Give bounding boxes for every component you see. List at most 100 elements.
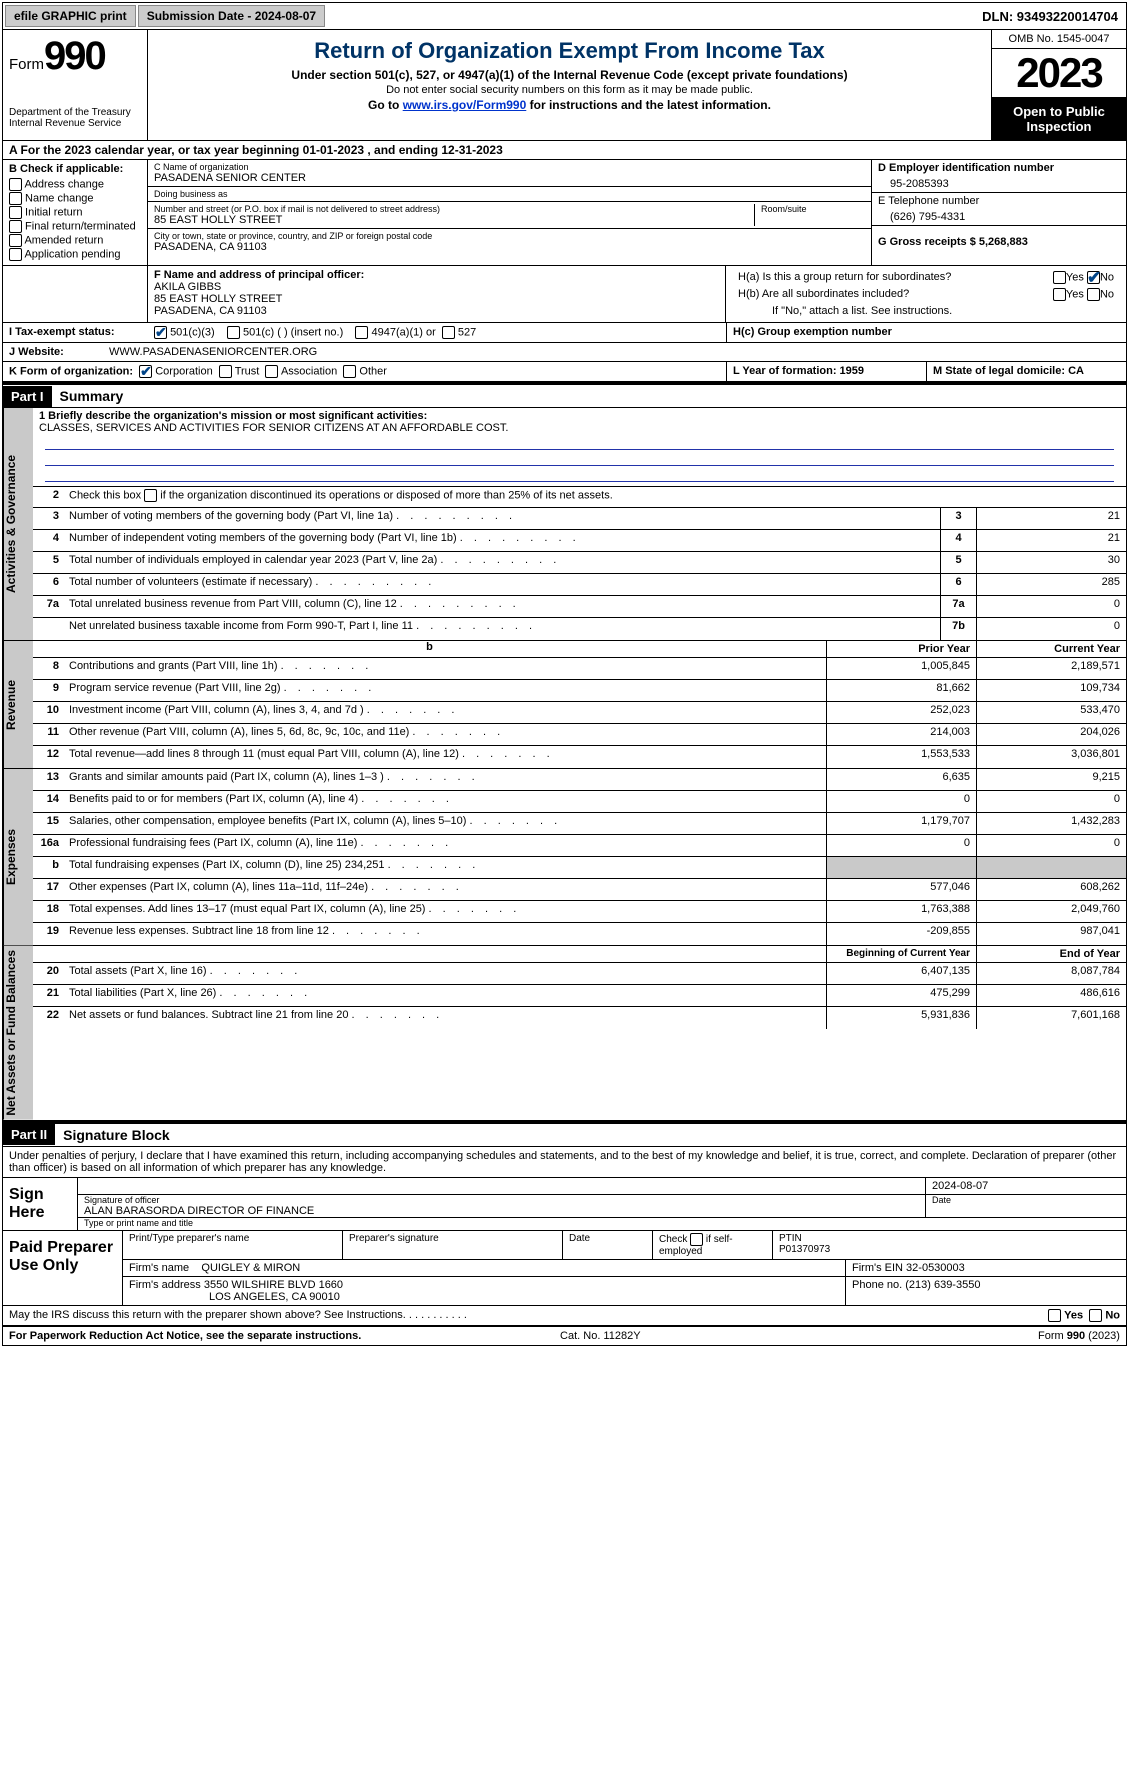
summary-line: 8Contributions and grants (Part VIII, li… bbox=[33, 658, 1126, 680]
efile-print-button[interactable]: efile GRAPHIC print bbox=[5, 5, 136, 27]
line-text: Net assets or fund balances. Subtract li… bbox=[65, 1007, 826, 1029]
dln-label: DLN: 93493220014704 bbox=[974, 6, 1126, 27]
irs-form990-link[interactable]: www.irs.gov/Form990 bbox=[403, 98, 527, 112]
summary-line: 19Revenue less expenses. Subtract line 1… bbox=[33, 923, 1126, 945]
netassets-section: Net Assets or Fund Balances Beginning of… bbox=[3, 946, 1126, 1122]
form-header: Form990 Department of the Treasury Inter… bbox=[3, 30, 1126, 141]
ha-yes-checkbox[interactable] bbox=[1053, 271, 1066, 284]
discuss-yes-checkbox[interactable] bbox=[1048, 1309, 1061, 1322]
line-num: 19 bbox=[33, 923, 65, 945]
line-num: 22 bbox=[33, 1007, 65, 1029]
discuss-yes: Yes bbox=[1064, 1309, 1083, 1321]
corp-checkbox[interactable] bbox=[139, 365, 152, 378]
city-value: PASADENA, CA 91103 bbox=[154, 241, 865, 253]
line-num: 8 bbox=[33, 658, 65, 679]
org-name: PASADENA SENIOR CENTER bbox=[154, 172, 865, 184]
officer-addr2: PASADENA, CA 91103 bbox=[154, 305, 719, 317]
prior-value: 1,553,533 bbox=[826, 746, 976, 768]
box-b-checkbox[interactable] bbox=[9, 192, 22, 205]
box-b-checkbox[interactable] bbox=[9, 206, 22, 219]
prior-value: 577,046 bbox=[826, 879, 976, 900]
box-b-checkbox[interactable] bbox=[9, 234, 22, 247]
line-num: 17 bbox=[33, 879, 65, 900]
527-checkbox[interactable] bbox=[442, 326, 455, 339]
summary-line: bTotal fundraising expenses (Part IX, co… bbox=[33, 857, 1126, 879]
revenue-tab: Revenue bbox=[3, 641, 33, 768]
box-b-checkbox[interactable] bbox=[9, 220, 22, 233]
box-b-item: Address change bbox=[9, 178, 141, 191]
trust-checkbox[interactable] bbox=[219, 365, 232, 378]
k-l-m-row: K Form of organization: Corporation Trus… bbox=[3, 362, 1126, 383]
date-label: Date bbox=[926, 1195, 1126, 1217]
line-num: 20 bbox=[33, 963, 65, 984]
line2-num: 2 bbox=[33, 487, 65, 507]
website-label: J Website: bbox=[3, 343, 103, 361]
line-text: Total expenses. Add lines 13–17 (must eq… bbox=[65, 901, 826, 922]
cat-no: Cat. No. 11282Y bbox=[560, 1330, 641, 1342]
box-k-label: K Form of organization: bbox=[9, 365, 133, 377]
prior-value: 81,662 bbox=[826, 680, 976, 701]
hb-no-checkbox[interactable] bbox=[1087, 288, 1100, 301]
tax-year: 2023 bbox=[992, 49, 1126, 98]
line-num: 5 bbox=[33, 552, 65, 573]
line-num: 13 bbox=[33, 769, 65, 790]
box-b-checkbox[interactable] bbox=[9, 248, 22, 261]
line-text: Revenue less expenses. Subtract line 18 … bbox=[65, 923, 826, 945]
trust-label: Trust bbox=[235, 365, 260, 377]
summary-line: Net unrelated business taxable income fr… bbox=[33, 618, 1126, 640]
firm-phone: (213) 639-3550 bbox=[905, 1279, 980, 1291]
4947-checkbox[interactable] bbox=[355, 326, 368, 339]
discuss-no-checkbox[interactable] bbox=[1089, 1309, 1102, 1322]
line-text: Salaries, other compensation, employee b… bbox=[65, 813, 826, 834]
officer-label: F Name and address of principal officer: bbox=[154, 269, 719, 281]
corp-label: Corporation bbox=[155, 365, 212, 377]
assoc-checkbox[interactable] bbox=[265, 365, 278, 378]
4947-label: 4947(a)(1) or bbox=[372, 326, 436, 338]
current-value bbox=[976, 857, 1126, 878]
501c3-checkbox[interactable] bbox=[154, 326, 167, 339]
current-value: 486,616 bbox=[976, 985, 1126, 1006]
city-label: City or town, state or province, country… bbox=[154, 231, 865, 241]
line-num: 11 bbox=[33, 724, 65, 745]
row-a-tax-year: A For the 2023 calendar year, or tax yea… bbox=[3, 141, 1126, 160]
page-footer: For Paperwork Reduction Act Notice, see … bbox=[3, 1327, 1126, 1345]
line-num: 16a bbox=[33, 835, 65, 856]
assoc-label: Association bbox=[281, 365, 337, 377]
part2-num: Part II bbox=[3, 1124, 55, 1145]
line-text: Number of voting members of the governin… bbox=[65, 508, 940, 529]
part2-title: Signature Block bbox=[55, 1124, 178, 1146]
501c-label: 501(c) ( ) (insert no.) bbox=[243, 326, 343, 338]
top-toolbar: efile GRAPHIC print Submission Date - 20… bbox=[3, 3, 1126, 30]
submission-date-label: Submission Date - 2024-08-07 bbox=[138, 5, 325, 27]
line2-checkbox[interactable] bbox=[144, 489, 157, 502]
part1-header: Part I Summary bbox=[3, 383, 1126, 408]
ha-no-checkbox[interactable] bbox=[1087, 271, 1100, 284]
other-checkbox[interactable] bbox=[343, 365, 356, 378]
current-value: 2,049,760 bbox=[976, 901, 1126, 922]
current-value: 8,087,784 bbox=[976, 963, 1126, 984]
expenses-section: Expenses 13Grants and similar amounts pa… bbox=[3, 769, 1126, 946]
box-b-checkbox[interactable] bbox=[9, 178, 22, 191]
501c-checkbox[interactable] bbox=[227, 326, 240, 339]
line-num: 21 bbox=[33, 985, 65, 1006]
self-employed-checkbox[interactable] bbox=[690, 1233, 703, 1246]
line-value: 30 bbox=[976, 552, 1126, 573]
end-year-hdr: End of Year bbox=[976, 946, 1126, 962]
line2-text: Check this box Check this box if the org… bbox=[65, 487, 1126, 507]
line-box: 4 bbox=[940, 530, 976, 551]
part1-title: Summary bbox=[52, 385, 132, 407]
ptin-value: P01370973 bbox=[779, 1244, 830, 1255]
line-num: 10 bbox=[33, 702, 65, 723]
right-info-block: D Employer identification number 95-2085… bbox=[871, 160, 1126, 265]
part1-num: Part I bbox=[3, 386, 52, 407]
website-value: WWW.PASADENASENIORCENTER.ORG bbox=[103, 343, 1126, 361]
no-label: No bbox=[1100, 271, 1114, 283]
mission-text: CLASSES, SERVICES AND ACTIVITIES FOR SEN… bbox=[39, 422, 1120, 434]
mission-line-3 bbox=[45, 468, 1114, 482]
year-formation: L Year of formation: 1959 bbox=[726, 362, 926, 381]
mission-line-2 bbox=[45, 452, 1114, 466]
header-grid: B Check if applicable: Address change Na… bbox=[3, 160, 1126, 266]
hb-yes-checkbox[interactable] bbox=[1053, 288, 1066, 301]
line-text: Net unrelated business taxable income fr… bbox=[65, 618, 940, 640]
form-title: Return of Organization Exempt From Incom… bbox=[154, 38, 985, 64]
